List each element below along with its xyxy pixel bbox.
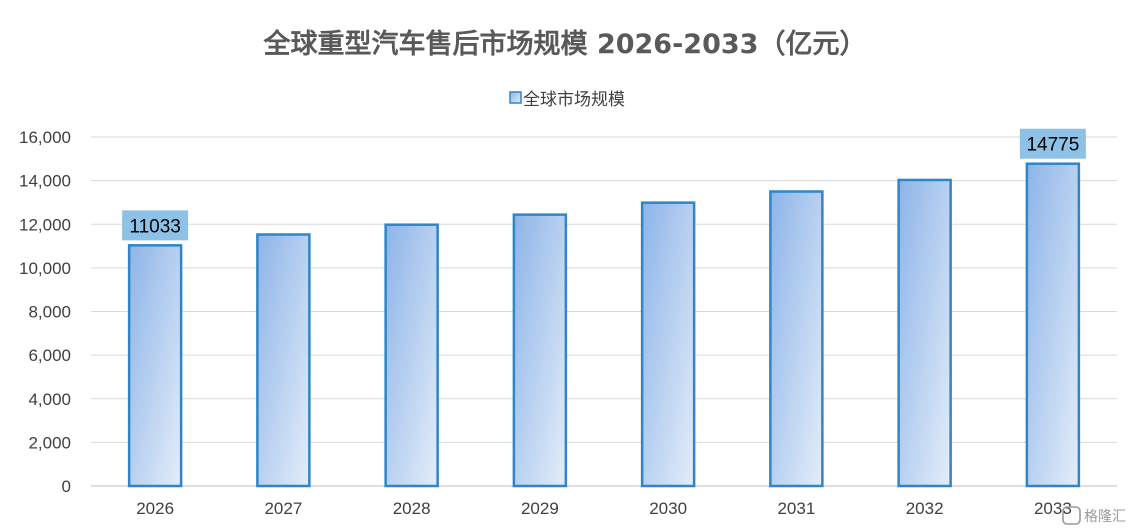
x-tick-label: 2031 <box>777 499 815 518</box>
y-tick-label: 12,000 <box>19 215 71 234</box>
data-label: 11033 <box>129 216 180 237</box>
legend: 全球市场规模 <box>509 90 625 110</box>
y-tick-label: 0 <box>62 477 71 496</box>
data-label-box <box>1019 128 1086 159</box>
bar <box>512 213 568 488</box>
bar <box>127 244 183 488</box>
y-tick-label: 10,000 <box>19 259 71 278</box>
legend-label: 全球市场规模 <box>523 90 625 110</box>
bar <box>769 190 824 488</box>
bar <box>640 201 696 488</box>
legend-swatch <box>509 91 522 104</box>
x-tick-label: 2033 <box>1034 499 1072 518</box>
x-tick-label: 2027 <box>264 499 302 518</box>
y-tick-label: 14,000 <box>19 172 71 191</box>
watermark-text: 格隆汇 <box>1084 509 1126 525</box>
chart-title: 全球重型汽车售后市场规模 2026-2033（亿元） <box>263 28 867 60</box>
y-tick-label: 16,000 <box>19 128 71 147</box>
bars <box>127 162 1081 488</box>
data-label: 14775 <box>1026 135 1079 156</box>
bar <box>256 233 311 488</box>
y-axis-ticks: 0 2,000 4,000 6,000 8,000 10,000 12,000 14,000 1… <box>19 128 71 496</box>
bar <box>384 223 439 488</box>
x-axis-ticks: 2026 2027 2028 2029 2030 2031 2032 2033 <box>136 499 1072 518</box>
bar <box>1025 162 1081 488</box>
y-tick-label: 2,000 <box>28 433 71 452</box>
x-tick-label: 2032 <box>906 499 944 518</box>
x-tick-label: 2026 <box>136 499 174 518</box>
data-labels: 11033 14775 <box>122 128 1086 241</box>
bar <box>897 178 952 488</box>
x-tick-label: 2028 <box>393 499 431 518</box>
y-tick-label: 8,000 <box>28 303 71 322</box>
y-tick-label: 6,000 <box>28 346 71 365</box>
x-tick-label: 2030 <box>649 499 687 518</box>
data-label-box <box>122 210 189 241</box>
y-tick-label: 4,000 <box>28 390 71 409</box>
x-tick-label: 2029 <box>521 499 559 518</box>
watermark-logo-icon <box>1062 506 1081 525</box>
gridlines <box>91 136 1117 487</box>
watermark: 格隆汇 <box>1062 506 1126 525</box>
